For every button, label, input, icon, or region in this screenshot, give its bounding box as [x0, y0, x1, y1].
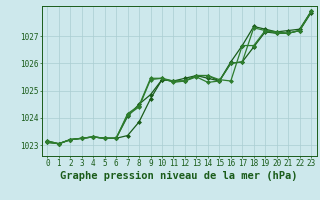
X-axis label: Graphe pression niveau de la mer (hPa): Graphe pression niveau de la mer (hPa) — [60, 171, 298, 181]
